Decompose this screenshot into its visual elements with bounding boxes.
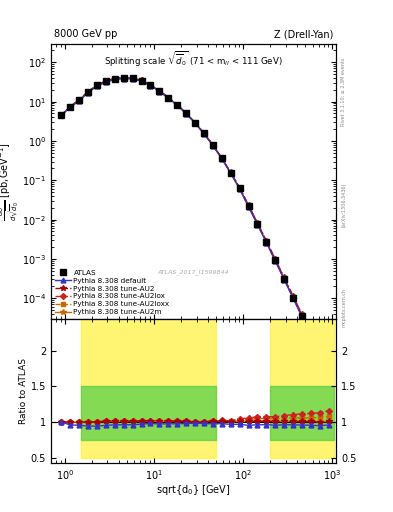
- Y-axis label: Ratio to ATLAS: Ratio to ATLAS: [19, 358, 28, 424]
- Legend: ATLAS, Pythia 8.308 default, Pythia 8.308 tune-AU2, Pythia 8.308 tune-AU2lox, Py: ATLAS, Pythia 8.308 default, Pythia 8.30…: [55, 270, 170, 315]
- Text: 8000 GeV pp: 8000 GeV pp: [54, 29, 118, 39]
- Text: [arXiv:1306.3436]: [arXiv:1306.3436]: [341, 183, 346, 227]
- Text: Rivet 3.1.10; ≥ 2.3M events: Rivet 3.1.10; ≥ 2.3M events: [341, 58, 346, 126]
- Text: Z (Drell-Yan): Z (Drell-Yan): [274, 29, 333, 39]
- Y-axis label: $\frac{d\sigma}{d\sqrt{\overline{d}_0}}$ [pb,GeV$^{-1}$]: $\frac{d\sigma}{d\sqrt{\overline{d}_0}}$…: [0, 142, 21, 221]
- Text: ATLAS_2017_I1599844: ATLAS_2017_I1599844: [158, 269, 229, 275]
- X-axis label: sqrt{d$_0$} [GeV]: sqrt{d$_0$} [GeV]: [156, 483, 231, 498]
- Text: Splitting scale $\sqrt{\overline{d}_0}$ (71 < m$_{ll}$ < 111 GeV): Splitting scale $\sqrt{\overline{d}_0}$ …: [104, 50, 283, 70]
- Text: mcplots.cern.ch: mcplots.cern.ch: [341, 288, 346, 327]
